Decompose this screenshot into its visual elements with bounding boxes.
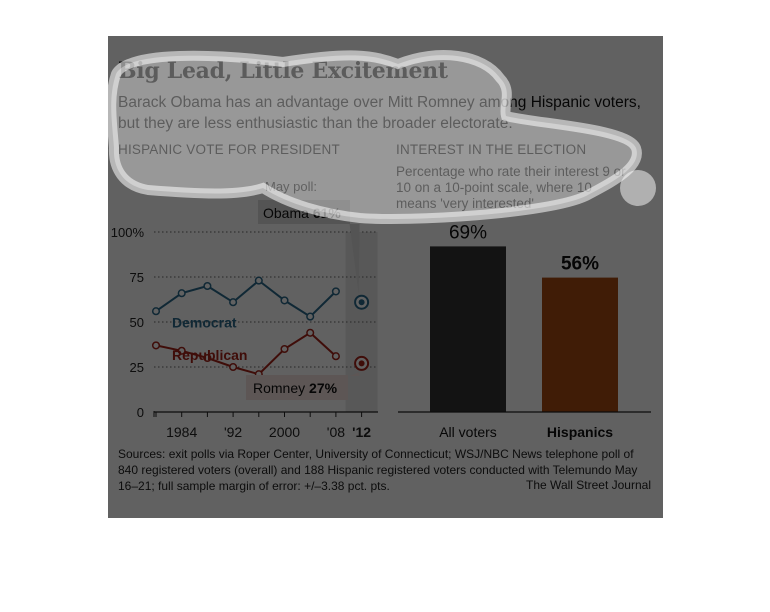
chart-figure: Big Lead, Little Excitement Barack Obama… — [108, 36, 663, 518]
obama-callout-label: Obama 61% — [263, 205, 341, 221]
x-tick-label: '92 — [224, 424, 242, 440]
democrat-point — [331, 287, 340, 296]
democrat-point — [177, 289, 186, 298]
democrat-point — [306, 312, 315, 321]
republican-point — [151, 341, 161, 350]
y-tick-label: 50 — [130, 315, 144, 330]
republican-series-label: Republican — [172, 347, 247, 363]
obama-poll-dot — [358, 299, 365, 306]
democrat-point — [254, 276, 263, 285]
line-chart: 100% 75 50 25 0 1984 '92 2000 '08 '12 Democrat Repu… — [111, 179, 378, 440]
romney-callout-value: 27% — [309, 380, 338, 396]
y-tick-label: 100% — [111, 225, 145, 240]
democrat-point — [229, 298, 238, 307]
republican-point — [229, 362, 238, 372]
bar-chart-title: INTEREST IN THE ELECTION — [396, 142, 587, 157]
democrat-point — [280, 296, 289, 305]
x-tick-label: '12 — [352, 424, 371, 440]
x-tick-label: '08 — [327, 424, 345, 440]
democrat-line — [155, 279, 337, 318]
bar-category-label: Hispanics — [547, 424, 613, 440]
democrat-point — [151, 307, 161, 316]
democrat-series-label: Democrat — [172, 314, 237, 330]
obama-callout-value: 61% — [313, 205, 342, 221]
bar-chart: 69% All voters 56% Hispanics — [398, 222, 651, 440]
republican-point — [280, 344, 289, 354]
republican-point — [331, 352, 340, 361]
bar-category-label: All voters — [439, 424, 497, 440]
democrat-point — [203, 281, 212, 291]
republican-point — [306, 328, 315, 337]
line-chart-title: HISPANIC VOTE FOR PRESIDENT — [118, 142, 340, 157]
romney-poll-dot — [358, 360, 365, 367]
x-tick-label: 2000 — [269, 424, 300, 440]
romney-callout-label: Romney 27% — [253, 380, 338, 396]
credit-line: The Wall Street Journal — [526, 478, 651, 492]
may-poll-label: May poll: — [265, 179, 317, 194]
bar-hispanics — [542, 277, 618, 412]
x-tick-label: 1984 — [166, 424, 197, 440]
bar-value-label: 56% — [561, 254, 599, 275]
y-tick-label: 75 — [130, 270, 144, 285]
chart-subtitle: Barack Obama has an advantage over Mitt … — [118, 94, 641, 132]
bar-all-voters — [430, 246, 506, 412]
bar-value-label: 69% — [449, 222, 487, 243]
y-tick-label: 0 — [137, 405, 144, 420]
y-tick-label: 25 — [130, 360, 144, 375]
chart-title: Big Lead, Little Excitement — [118, 58, 448, 84]
